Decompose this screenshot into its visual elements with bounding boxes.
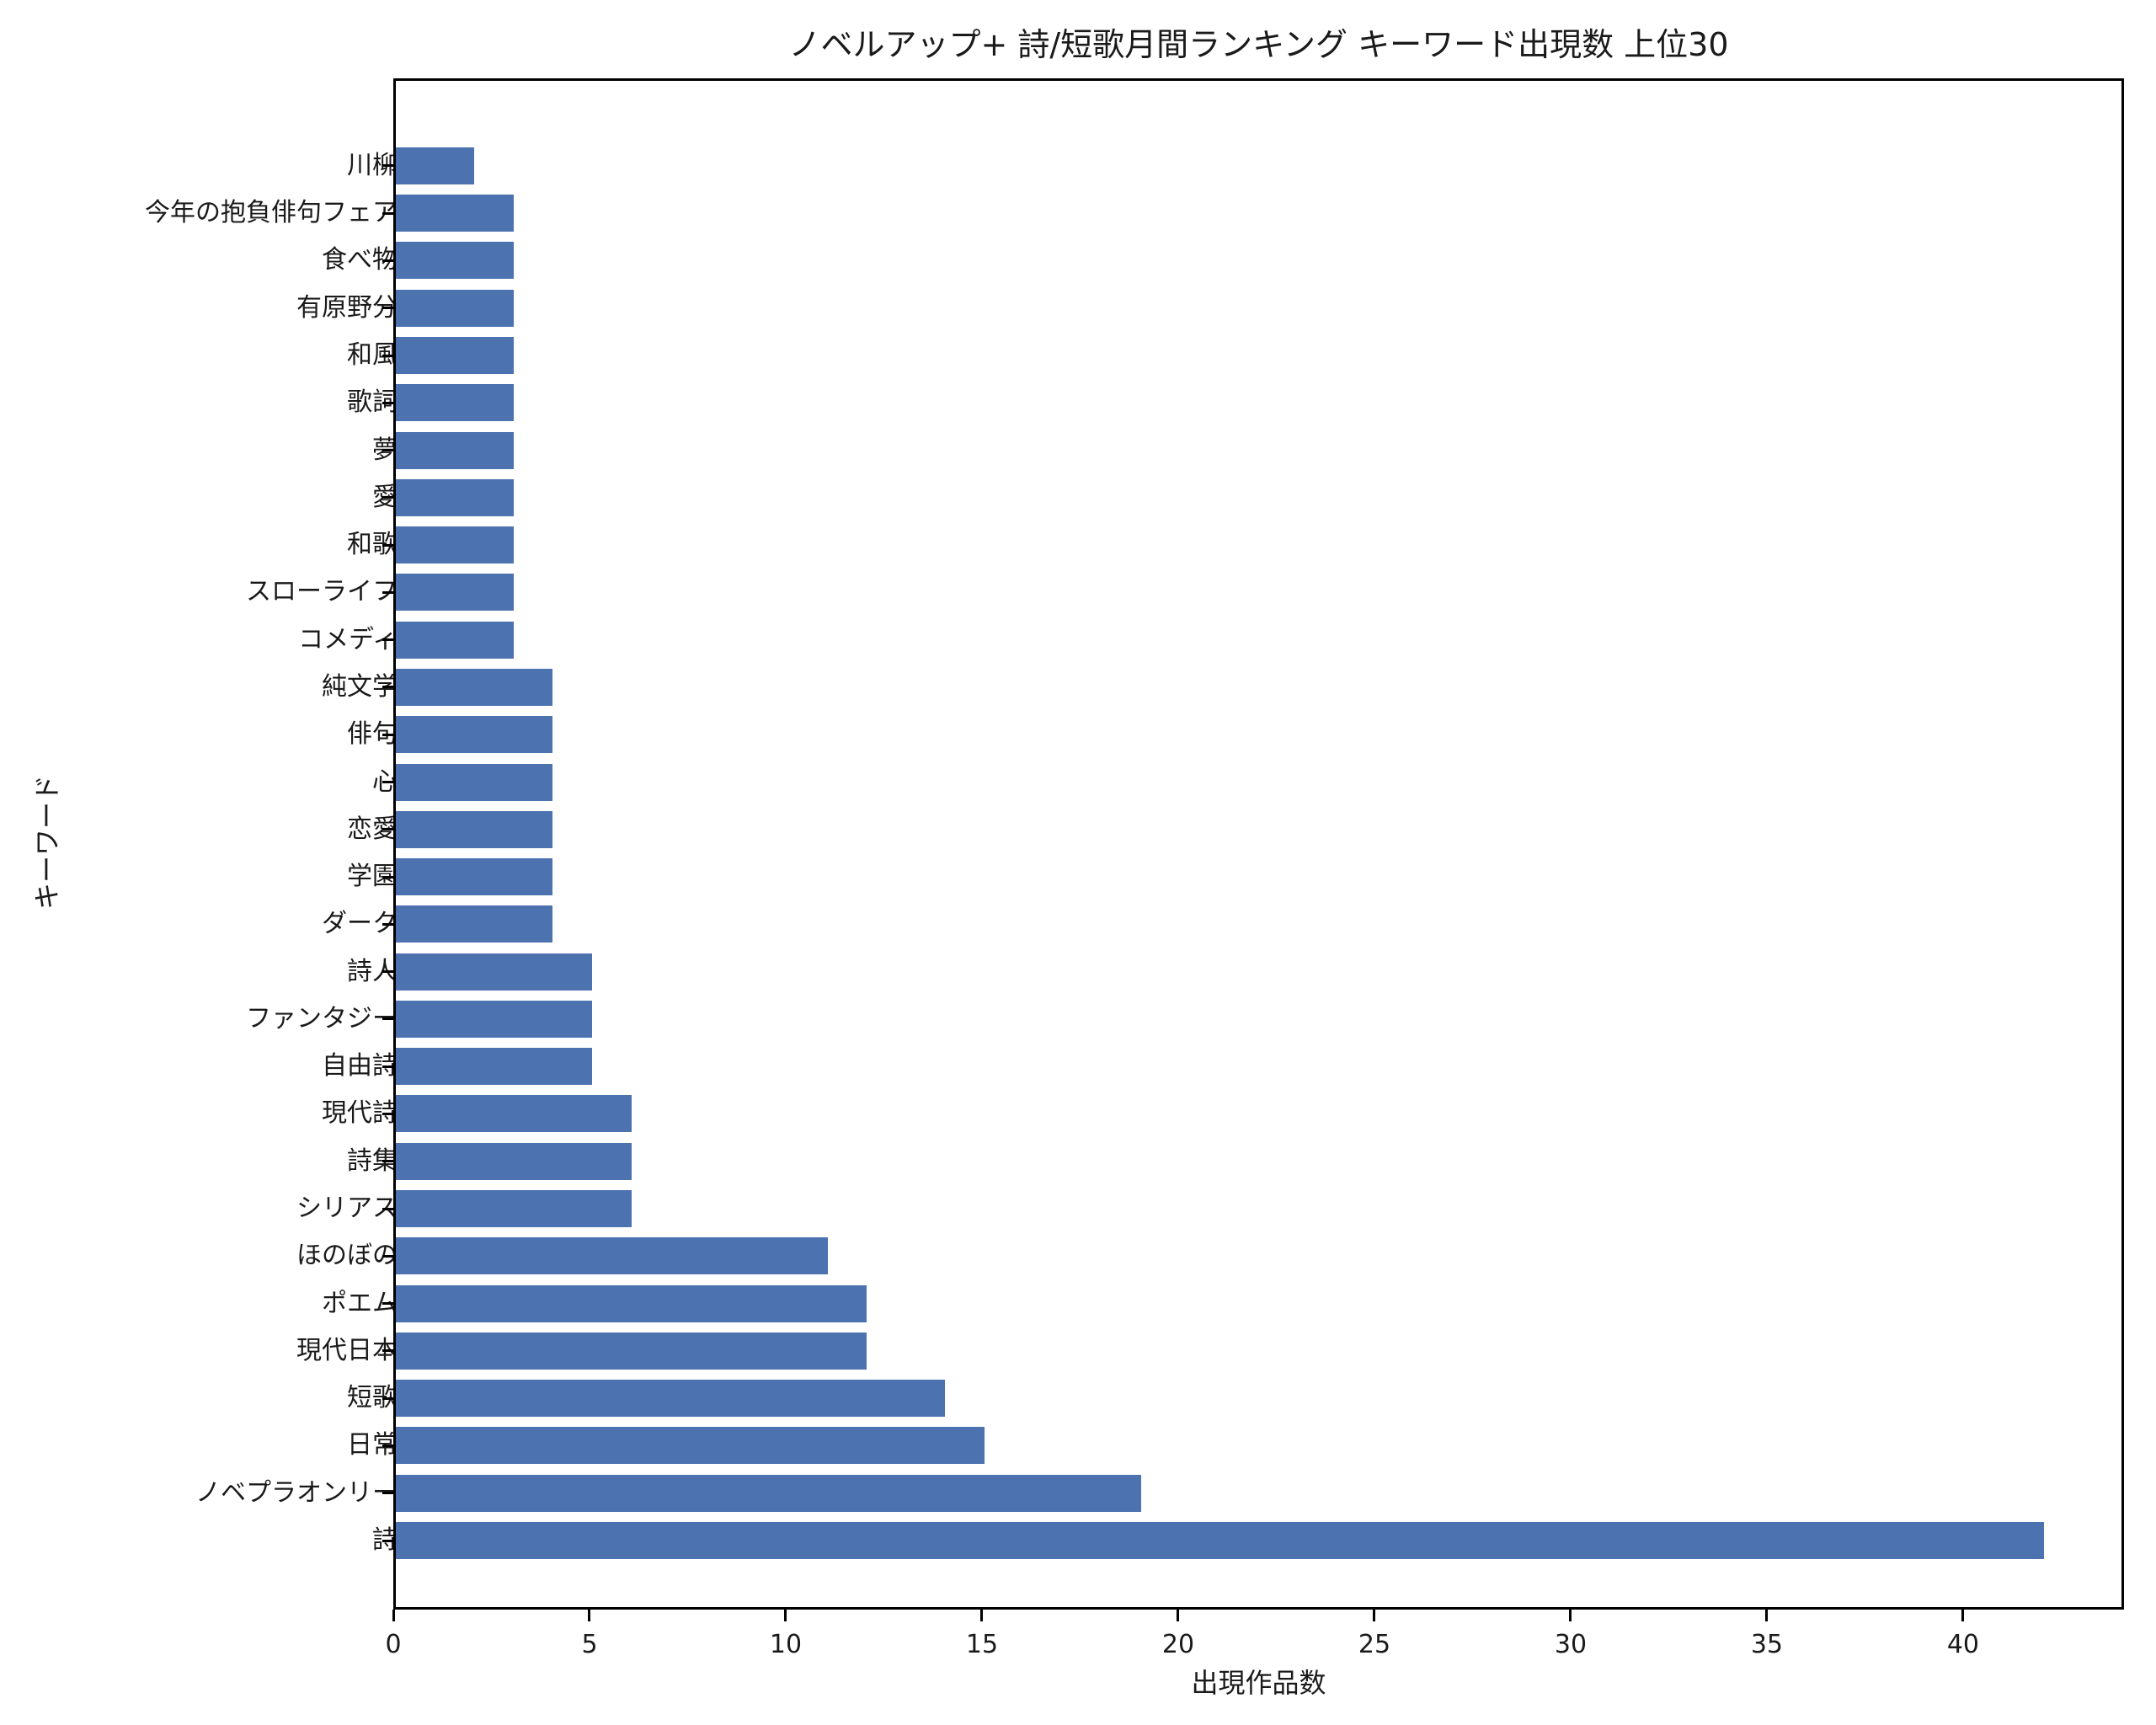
y-tick-mark [382, 164, 394, 168]
x-tick-mark [1961, 1610, 1965, 1621]
bar [396, 1000, 592, 1038]
bar [396, 810, 553, 848]
y-tick-mark [382, 590, 394, 594]
x-tick-mark [1177, 1610, 1180, 1621]
x-tick-label: 5 [581, 1630, 598, 1659]
bar [396, 668, 553, 706]
y-tick-mark [382, 1207, 394, 1210]
plot-area [382, 78, 2124, 1621]
bar [396, 384, 514, 422]
x-tick-mark [1765, 1610, 1769, 1621]
x-tick-label: 25 [1358, 1630, 1391, 1659]
bar [396, 1332, 867, 1370]
bar [396, 1237, 828, 1275]
y-tick-mark [382, 922, 394, 926]
bar [396, 1474, 1142, 1512]
y-tick-mark [382, 970, 394, 974]
x-tick-mark [1569, 1610, 1572, 1621]
x-tick-label: 15 [965, 1630, 999, 1659]
x-tick-label: 20 [1161, 1630, 1195, 1659]
x-tick-mark [1373, 1610, 1376, 1621]
bar [396, 147, 475, 184]
y-tick-label: シリアス [296, 1194, 398, 1224]
y-tick-mark [382, 1112, 394, 1115]
y-tick-mark [382, 401, 394, 404]
bar [396, 1427, 985, 1465]
bar [396, 526, 514, 564]
y-tick-mark [382, 686, 394, 689]
y-tick-mark [382, 875, 394, 879]
y-tick-mark [382, 354, 394, 357]
y-tick-mark [382, 1397, 394, 1400]
y-tick-mark [382, 828, 394, 831]
y-tick-mark [382, 1017, 394, 1021]
bar [396, 763, 553, 801]
y-tick-mark [382, 496, 394, 499]
y-tick-mark [382, 638, 394, 642]
bar [396, 574, 514, 611]
x-tick-label: 35 [1750, 1630, 1784, 1659]
y-tick-mark [382, 1254, 394, 1258]
y-tick-label: ノベプラオンリー [195, 1477, 398, 1508]
bar [396, 1380, 946, 1418]
bar [396, 1048, 592, 1086]
y-tick-mark [382, 781, 394, 784]
y-tick-mark [382, 733, 394, 736]
bar [396, 716, 553, 754]
x-tick-label: 40 [1946, 1630, 1980, 1659]
bar [396, 478, 514, 516]
bar [396, 1142, 632, 1180]
y-tick-mark [382, 1160, 394, 1163]
x-tick-label: 10 [769, 1630, 803, 1659]
y-tick-label: 有原野分 [296, 292, 398, 323]
bar [396, 858, 553, 896]
bar [396, 621, 514, 659]
y-tick-label: ファンタジー [246, 1003, 398, 1033]
y-tick-mark [382, 1302, 394, 1306]
chart-title: ノベルアップ+ 詩/短歌月間ランキング キーワード出現数 上位30 [788, 26, 1729, 63]
y-tick-label: ほのぼの [296, 1241, 398, 1271]
bar [396, 1284, 867, 1322]
bar [396, 289, 514, 327]
bar [396, 1522, 2045, 1559]
y-tick-mark [382, 1492, 394, 1495]
bar [396, 242, 514, 280]
y-tick-label: 今年の抱負俳句フェア [145, 198, 398, 228]
y-tick-label: 現代日本 [296, 1335, 398, 1365]
x-tick-mark [980, 1610, 984, 1621]
bar [396, 905, 553, 943]
y-axis-label: キーワード [31, 774, 63, 911]
bar [396, 953, 592, 991]
y-tick-label: スローライフ [246, 577, 398, 607]
x-tick-mark [392, 1610, 395, 1621]
x-tick-mark [588, 1610, 591, 1621]
y-tick-mark [382, 1349, 394, 1353]
y-tick-mark [382, 307, 394, 310]
y-tick-mark [382, 543, 394, 547]
y-tick-mark [382, 1539, 394, 1542]
y-tick-mark [382, 1065, 394, 1068]
bar [396, 1095, 632, 1133]
y-tick-label: コメディ [298, 624, 398, 654]
y-tick-mark [382, 259, 394, 262]
x-axis-label: 出現作品数 [1191, 1667, 1326, 1699]
x-tick-mark [784, 1610, 787, 1621]
bar [396, 431, 514, 469]
x-tick-label: 30 [1554, 1630, 1588, 1659]
y-tick-mark [382, 1444, 394, 1447]
bar [396, 337, 514, 374]
bar [396, 1190, 632, 1228]
bar [396, 195, 514, 232]
y-tick-mark [382, 211, 394, 215]
x-tick-label: 0 [385, 1630, 402, 1659]
y-tick-mark [382, 449, 394, 452]
